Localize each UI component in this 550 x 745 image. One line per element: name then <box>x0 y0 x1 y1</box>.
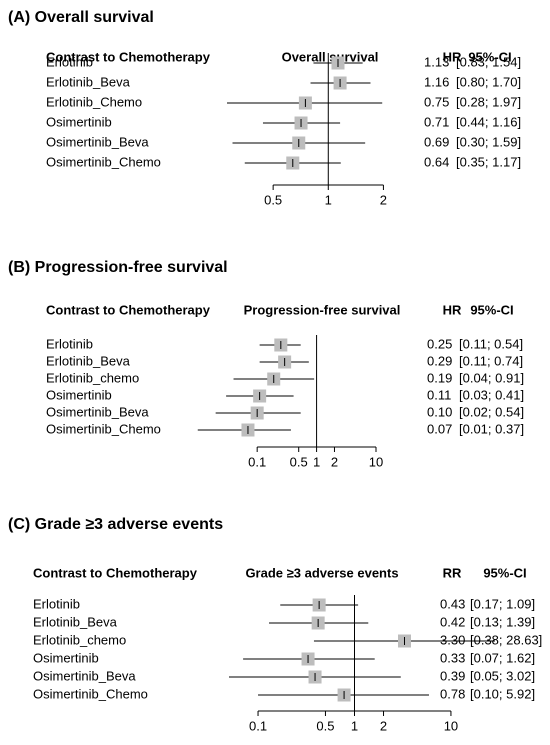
ci-label: [0.13; 1.39] <box>470 614 535 629</box>
x-tick-label: 10 <box>444 718 458 733</box>
row-label: Osimertinib_Beva <box>46 404 149 419</box>
ci-label: [0.11; 0.54] <box>459 336 523 351</box>
label-header: Contrast to Chemotherapy <box>46 302 211 317</box>
row-label: Osimertinib_Beva <box>33 668 136 683</box>
ci-label: [0.44; 1.16] <box>456 114 521 129</box>
ci-header: 95%-CI <box>468 49 511 64</box>
effect-label: 0.33 <box>440 650 465 665</box>
ci-label: [0.01; 0.37] <box>459 421 524 436</box>
ci-label: [0.02; 0.54] <box>459 404 524 419</box>
row-label: Erlotinib_Beva <box>46 74 131 89</box>
ci-label: [0.30; 1.59] <box>456 134 521 149</box>
effect-label: 0.10 <box>427 404 452 419</box>
effect-header: HR <box>443 49 462 64</box>
row-label: Erlotinib_chemo <box>33 632 126 647</box>
effect-header: HR <box>443 302 462 317</box>
effect-label: 0.78 <box>440 686 465 701</box>
ci-label: [0.07; 1.62] <box>470 650 535 665</box>
x-tick-label: 0.5 <box>290 454 308 469</box>
ci-header: 95%-CI <box>470 302 513 317</box>
ci-label: [0.10; 5.92] <box>470 686 535 701</box>
row-label: Osimertinib_Beva <box>46 134 149 149</box>
x-tick-label: 2 <box>331 454 338 469</box>
panel-title: (B) Progression-free survival <box>8 259 228 276</box>
effect-label: 0.39 <box>440 668 465 683</box>
ci-label: [0.83; 1.54] <box>456 54 521 69</box>
x-tick-label: 10 <box>369 454 383 469</box>
x-tick-label: 1 <box>351 718 358 733</box>
label-header: Contrast to Chemotherapy <box>46 49 211 64</box>
ci-label: [0.38; 28.63] <box>470 632 542 647</box>
x-tick-label: 0.5 <box>316 718 334 733</box>
effect-label: 1.16 <box>424 74 449 89</box>
plot-header: Grade ≥3 adverse events <box>245 565 398 580</box>
effect-label: 0.71 <box>424 114 449 129</box>
ci-label: [0.17; 1.09] <box>470 596 535 611</box>
ci-header: 95%-CI <box>483 565 526 580</box>
label-header: Contrast to Chemotherapy <box>33 565 198 580</box>
effect-label: 1.13 <box>424 54 449 69</box>
ci-label: [0.04; 0.91] <box>459 370 524 385</box>
x-tick-label: 2 <box>380 718 387 733</box>
x-tick-label: 0.5 <box>264 192 282 207</box>
row-label: Osimertinib_Chemo <box>46 421 161 436</box>
effect-label: 0.07 <box>427 421 452 436</box>
row-label: Erlotinib <box>33 596 80 611</box>
effect-label: 0.64 <box>424 154 449 169</box>
x-tick-label: 0.1 <box>249 718 267 733</box>
x-tick-label: 0.1 <box>248 454 266 469</box>
row-label: Osimertinib <box>46 387 112 402</box>
ci-label: [0.28; 1.97] <box>456 94 521 109</box>
effect-label: 0.42 <box>440 614 465 629</box>
effect-label: 0.25 <box>427 336 452 351</box>
ci-label: [0.11; 0.74] <box>459 353 523 368</box>
effect-header: RR <box>443 565 462 580</box>
plot-header: Progression-free survival <box>244 302 401 317</box>
row-label: Erlotinib <box>46 54 93 69</box>
ci-label: [0.05; 3.02] <box>470 668 535 683</box>
ci-label: [0.80; 1.70] <box>456 74 521 89</box>
row-label: Erlotinib_Chemo <box>46 94 142 109</box>
effect-label: 0.75 <box>424 94 449 109</box>
row-label: Osimertinib <box>33 650 99 665</box>
ci-label: [0.03; 0.41] <box>459 387 524 402</box>
row-label: Erlotinib_Beva <box>46 353 131 368</box>
plot-header: Overall survival <box>282 49 379 64</box>
effect-label: 3.30 <box>440 632 465 647</box>
x-tick-label: 1 <box>313 454 320 469</box>
row-label: Erlotinib_chemo <box>46 370 139 385</box>
effect-label: 0.29 <box>427 353 452 368</box>
effect-label: 0.11 <box>427 387 451 402</box>
panel-title: (C) Grade ≥3 adverse events <box>8 516 223 533</box>
row-label: Erlotinib_Beva <box>33 614 118 629</box>
row-label: Erlotinib <box>46 336 93 351</box>
x-tick-label: 2 <box>380 192 387 207</box>
effect-label: 0.43 <box>440 596 465 611</box>
panel-title: (A) Overall survival <box>8 9 154 26</box>
x-tick-label: 1 <box>325 192 332 207</box>
effect-label: 0.19 <box>427 370 452 385</box>
ci-label: [0.35; 1.17] <box>456 154 521 169</box>
row-label: Osimertinib <box>46 114 112 129</box>
row-label: Osimertinib_Chemo <box>46 154 161 169</box>
row-label: Osimertinib_Chemo <box>33 686 148 701</box>
effect-label: 0.69 <box>424 134 449 149</box>
